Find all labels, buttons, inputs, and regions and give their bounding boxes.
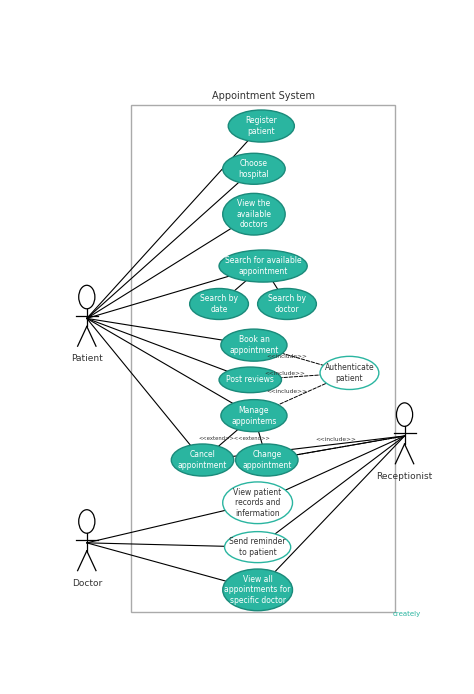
Ellipse shape — [221, 329, 287, 361]
Ellipse shape — [223, 194, 285, 235]
Text: Authenticate
patient: Authenticate patient — [325, 363, 374, 383]
Text: Patient: Patient — [71, 354, 103, 363]
Text: View all
appointments for
specific doctor: View all appointments for specific docto… — [224, 575, 291, 605]
Text: <<extend>><<extend>>: <<extend>><<extend>> — [199, 436, 271, 441]
Text: Choose
hospital: Choose hospital — [238, 159, 269, 178]
Ellipse shape — [219, 250, 307, 282]
Text: View patient
records and
infermation: View patient records and infermation — [234, 487, 282, 518]
Circle shape — [79, 285, 95, 309]
Text: <<include>>: <<include>> — [266, 354, 308, 359]
Text: <<include>>: <<include>> — [266, 389, 308, 394]
Ellipse shape — [221, 400, 287, 432]
Text: <<include>>: <<include>> — [265, 371, 306, 376]
Text: View the
available
doctors: View the available doctors — [237, 199, 272, 230]
Ellipse shape — [223, 482, 292, 523]
Circle shape — [79, 509, 95, 533]
Text: Search by
doctor: Search by doctor — [268, 294, 306, 314]
Text: Search by
date: Search by date — [200, 294, 238, 314]
Text: Change
appointment: Change appointment — [242, 450, 292, 470]
Text: Manage
appointems: Manage appointems — [231, 406, 277, 425]
Circle shape — [396, 403, 413, 426]
Ellipse shape — [320, 356, 379, 389]
Ellipse shape — [223, 153, 285, 185]
Text: creately: creately — [393, 611, 421, 616]
Ellipse shape — [223, 569, 292, 611]
Ellipse shape — [228, 110, 294, 142]
Text: Appointment System: Appointment System — [211, 92, 315, 101]
Ellipse shape — [171, 444, 234, 476]
Text: Register
patient: Register patient — [246, 116, 277, 136]
Ellipse shape — [236, 444, 298, 476]
Ellipse shape — [219, 367, 282, 393]
Text: Book an
appointment: Book an appointment — [229, 335, 279, 355]
Text: Search for available
appointment: Search for available appointment — [225, 256, 301, 276]
Ellipse shape — [258, 289, 316, 319]
Text: Receptionist: Receptionist — [376, 472, 433, 481]
Ellipse shape — [190, 289, 248, 319]
Text: Doctor: Doctor — [72, 579, 102, 588]
Text: Cancel
appointment: Cancel appointment — [178, 450, 227, 470]
Text: <<include>>: <<include>> — [315, 437, 356, 443]
Text: Post reviews: Post reviews — [226, 375, 274, 384]
Text: Send reminder
to patient: Send reminder to patient — [229, 537, 286, 557]
Ellipse shape — [225, 532, 291, 563]
FancyBboxPatch shape — [131, 105, 395, 612]
